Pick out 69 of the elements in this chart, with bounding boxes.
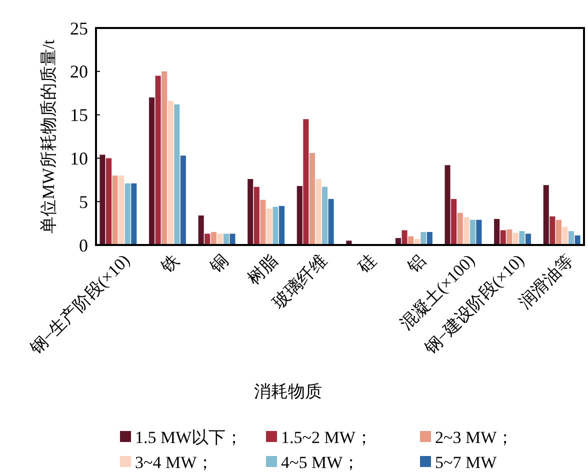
legend-label: 3~4 MW； — [135, 452, 214, 472]
bar — [303, 119, 309, 245]
bar — [106, 158, 112, 245]
bar — [550, 216, 556, 245]
bar — [568, 231, 574, 245]
bar — [296, 186, 302, 245]
bar — [322, 186, 328, 245]
legend-label: 1.5 MW以下； — [135, 428, 243, 447]
y-axis-title: 单位MW所耗物质的质量/t — [39, 39, 58, 234]
bar — [210, 232, 216, 245]
legend-label: 2~3 MW； — [435, 428, 514, 447]
bar — [254, 186, 260, 245]
bar — [100, 154, 106, 245]
bar — [562, 226, 568, 245]
bar — [500, 230, 506, 245]
bar — [464, 217, 470, 245]
legend-label: 5~7 MW — [435, 452, 498, 472]
bar — [118, 176, 124, 245]
x-tick-label: 铜 — [206, 250, 232, 277]
bar — [272, 206, 278, 245]
bar — [260, 200, 266, 245]
bar — [506, 229, 512, 245]
bar — [180, 156, 186, 245]
y-tick-label: 0 — [79, 235, 88, 256]
bar — [155, 76, 161, 245]
legend-label: 4~5 MW； — [281, 452, 360, 472]
bar — [494, 218, 500, 245]
bar — [512, 232, 518, 245]
bar — [198, 215, 204, 245]
bar — [124, 183, 130, 245]
bar — [556, 220, 562, 245]
bar — [149, 97, 155, 245]
y-tick-label: 25 — [70, 18, 88, 38]
bar — [248, 179, 254, 245]
x-tick-label: 树脂 — [244, 250, 282, 288]
x-tick-label: 铝 — [403, 250, 430, 277]
y-tick-label: 15 — [70, 105, 88, 126]
bar — [525, 234, 531, 245]
bar — [279, 206, 285, 245]
legend-label: 1.5~2 MW； — [281, 428, 372, 447]
bar — [316, 179, 322, 245]
bar — [519, 231, 525, 245]
bar — [309, 152, 315, 245]
bar — [476, 220, 482, 245]
y-tick-label: 5 — [79, 192, 88, 212]
x-axis-title: 消耗物质 — [254, 382, 322, 401]
bar — [328, 198, 334, 245]
bar — [444, 165, 450, 245]
bar — [223, 234, 229, 245]
bar — [457, 212, 463, 245]
bar — [174, 104, 180, 245]
bar — [162, 71, 168, 245]
bar — [420, 232, 426, 245]
bar — [217, 234, 223, 245]
bar — [112, 176, 118, 245]
bar — [451, 198, 457, 245]
bar — [204, 234, 210, 245]
y-tick-label: 10 — [70, 148, 88, 168]
bar — [543, 185, 549, 245]
x-tick-label: 硅 — [354, 250, 380, 277]
bar — [230, 234, 236, 245]
bar — [266, 208, 272, 245]
y-tick-label: 20 — [70, 62, 88, 82]
x-tick-label: 铁 — [156, 250, 183, 277]
bar — [131, 183, 137, 245]
bar — [470, 220, 476, 245]
bar — [402, 230, 408, 245]
bar — [426, 232, 432, 245]
bar — [168, 100, 174, 245]
